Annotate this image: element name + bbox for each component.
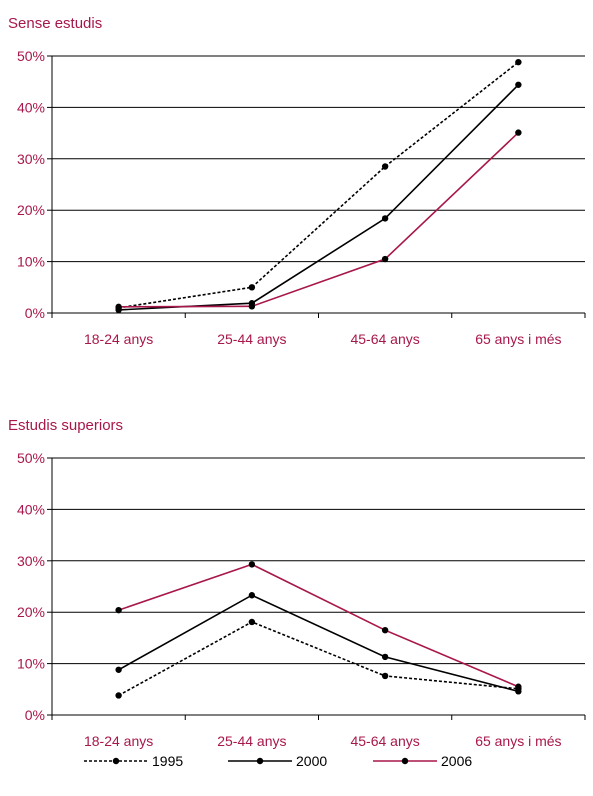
chart-1-plot: 0% 10% 20% 30% 40% 50% 18-24 anys 25-44 anys 45-… <box>17 48 586 347</box>
chart-panel-2: Estudis superiors 0% 10% 20% 30% 40% 50% 18-24… <box>8 417 586 749</box>
series-line-1995 <box>118 621 519 697</box>
series-line-2006 <box>118 132 519 308</box>
y-tick-label: 0% <box>25 305 45 321</box>
legend-marker-2006 <box>401 757 409 765</box>
data-point-2000 <box>381 215 389 222</box>
legend-marker-1995 <box>112 757 120 765</box>
legend: 1995 2000 2006 <box>84 753 472 769</box>
chart-2-title: Estudis superiors <box>8 417 123 434</box>
y-tick-label: 50% <box>17 48 45 64</box>
y-tick-label: 10% <box>17 254 45 270</box>
x-tick-label: 18-24 anys <box>84 331 153 347</box>
data-point-2006 <box>381 626 389 634</box>
data-point-2006 <box>381 255 389 263</box>
series-line-2006 <box>118 563 519 688</box>
chart-1-title: Sense estudis <box>8 15 102 32</box>
data-point-1995 <box>515 58 522 66</box>
series-line-1995 <box>118 61 519 309</box>
x-tick-label: 45-64 anys <box>350 331 419 347</box>
y-tick-label: 20% <box>17 202 45 218</box>
legend-label-1995: 1995 <box>152 753 183 769</box>
data-point-2006 <box>515 683 522 690</box>
data-point-1995 <box>248 284 256 291</box>
data-point-2006 <box>115 606 122 614</box>
data-point-2000 <box>115 666 122 673</box>
data-point-2006 <box>515 129 522 136</box>
data-point-2006 <box>248 303 256 310</box>
data-point-2000 <box>515 688 522 695</box>
x-tick-label: 25-44 anys <box>217 331 286 347</box>
x-tick-label: 18-24 anys <box>84 733 153 749</box>
data-point-1995 <box>115 692 122 699</box>
y-tick-label: 40% <box>17 99 45 115</box>
y-tick-label: 10% <box>17 656 45 672</box>
data-point-2000 <box>515 81 522 88</box>
data-point-2000 <box>381 653 389 661</box>
chart-2-plot: 0% 10% 20% 30% 40% 50% 18-24 anys 25-44 anys 45-… <box>17 450 586 749</box>
x-tick-label: 25-44 anys <box>217 733 286 749</box>
x-tick-label: 45-64 anys <box>350 733 419 749</box>
data-point-2006 <box>248 561 256 568</box>
y-tick-label: 30% <box>17 151 45 167</box>
legend-label-2006: 2006 <box>441 753 472 769</box>
legend-marker-2000 <box>256 757 264 765</box>
series-line-2000 <box>118 84 519 311</box>
x-tick-label: 65 anys i més <box>475 733 561 749</box>
data-point-1995 <box>381 672 389 680</box>
legend-label-2000: 2000 <box>296 753 327 769</box>
y-tick-label: 50% <box>17 450 45 466</box>
y-tick-label: 0% <box>25 707 45 723</box>
y-tick-label: 30% <box>17 553 45 569</box>
x-tick-label: 65 anys i més <box>475 331 561 347</box>
y-tick-label: 20% <box>17 604 45 620</box>
data-point-1995 <box>248 618 256 626</box>
data-point-2000 <box>248 592 256 599</box>
y-tick-label: 40% <box>17 501 45 517</box>
data-point-1995 <box>381 163 389 170</box>
series-line-2000 <box>118 594 519 693</box>
chart-panel-1: Sense estudis 0% 10% 20% 30% 40% 50% 18-24 any… <box>8 15 586 347</box>
data-point-2006 <box>115 303 122 311</box>
